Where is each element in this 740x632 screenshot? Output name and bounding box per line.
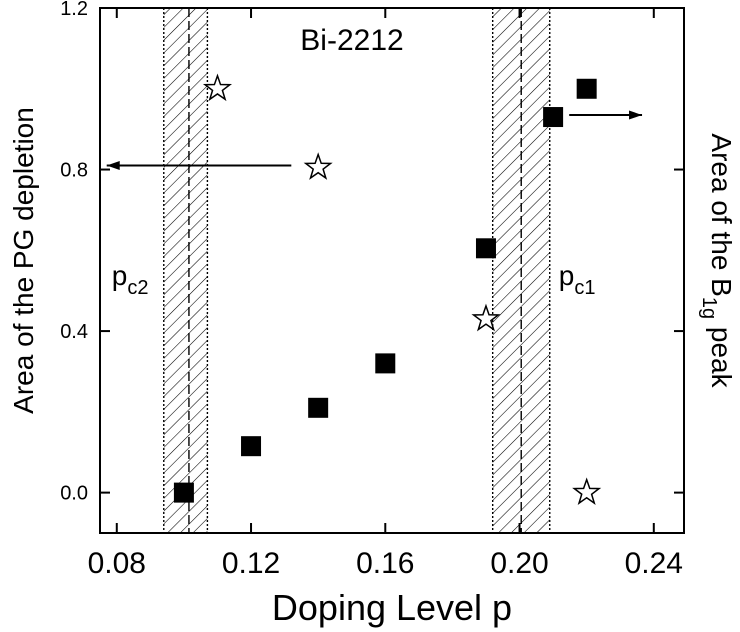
band-label: pc2 (112, 260, 149, 299)
band-label: pc1 (559, 260, 596, 299)
arrow-right (569, 110, 643, 120)
data-point-star (202, 73, 232, 102)
y2-label-suffix: peak (706, 319, 737, 388)
y2-label-subscript: 1g (698, 297, 720, 319)
y-tick-label: 0.4 (60, 321, 88, 343)
x-tick-label: 0.08 (88, 547, 146, 580)
band-label-base: p (559, 260, 575, 291)
arrow-head (629, 110, 643, 120)
data-point-square (173, 482, 194, 503)
chart-title: Bi-2212 (300, 24, 403, 57)
x-tick-label: 0.20 (490, 547, 548, 580)
x-tick-label: 0.24 (625, 547, 683, 580)
y-tick-label: 0.8 (60, 160, 88, 182)
data-point-star (303, 152, 333, 180)
data-point-star (471, 303, 501, 332)
arrow-left (106, 161, 292, 170)
x-axis-label: Doping Level p (272, 587, 512, 628)
x-tick-label: 0.16 (356, 547, 414, 580)
data-point-square (375, 353, 396, 374)
band-label-base: p (112, 260, 128, 291)
data-point-square (543, 107, 564, 128)
y2-axis-label: Area of the B1g peak (698, 133, 737, 388)
band-label-subscript: c2 (127, 277, 148, 299)
data-markers (173, 73, 602, 505)
band-label-subscript: c1 (574, 277, 595, 299)
data-point-square (308, 397, 329, 418)
y-axis-label: Area of the PG depletion (8, 107, 39, 414)
axis-ticks: 0.08 0.12 0.16 0.20 0.24 0.0 0.4 0.8 1.2 (60, 0, 684, 580)
critical-doping-bands: pc2 pc1 (112, 8, 596, 533)
x-tick-label: 0.12 (222, 547, 280, 580)
data-point-square (241, 436, 262, 457)
plot-frame (99, 7, 685, 534)
data-point-square (576, 78, 597, 99)
data-point-square (475, 238, 496, 259)
axis-arrows (106, 110, 643, 170)
y2-label-prefix: Area of the B (706, 133, 737, 296)
arrow-head (106, 161, 120, 170)
y-tick-label: 1.2 (60, 0, 88, 20)
band-hatch (163, 8, 208, 533)
y-tick-label: 0.0 (60, 483, 88, 505)
data-point-star (572, 477, 602, 505)
